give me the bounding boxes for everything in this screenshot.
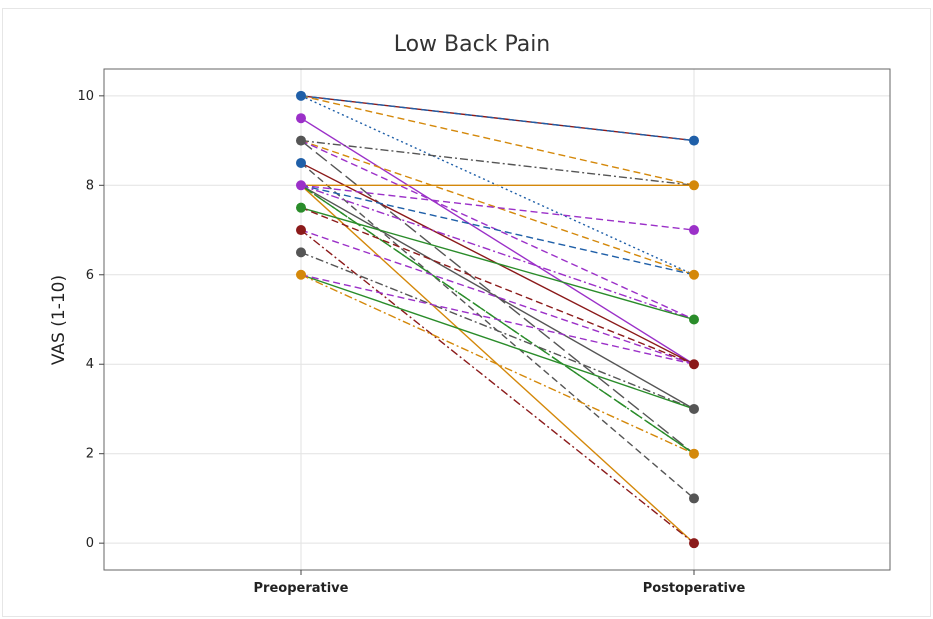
data-point [296,135,306,146]
series-line [300,274,695,455]
series-line [300,184,695,410]
series-line [300,184,695,276]
y-axis-label: VAS (1-10) [49,275,69,365]
series-line [300,207,695,365]
data-point [296,157,306,168]
data-point [689,359,699,370]
data-point [689,448,699,459]
data-point [689,493,699,504]
y-tick-label: 8 [86,178,94,193]
series-line [300,184,695,321]
data-point [689,269,699,280]
data-point [689,403,699,414]
data-points [296,90,699,549]
data-point [689,180,699,191]
y-tick-label: 4 [86,357,94,372]
series-line [300,251,695,410]
series-line [300,274,695,410]
y-tick-label: 2 [86,447,94,462]
series-line [300,274,695,365]
data-point [689,538,699,549]
series-line [300,229,695,544]
series-line [300,229,695,365]
data-point [296,247,306,258]
x-axis-categories: Preoperative Postoperative [254,570,746,596]
data-point [296,113,306,124]
series-line [300,95,695,142]
data-point [689,314,699,325]
y-tick-label: 6 [86,268,94,283]
x-category-label: Preoperative [254,581,349,596]
y-tick-label: 0 [86,536,94,551]
x-category-label: Postoperative [643,581,746,596]
chart-title: Low Back Pain [394,32,551,57]
y-axis-ticks: 0 2 4 6 8 10 [77,89,104,551]
series-line [300,184,695,455]
series-line [300,139,695,276]
data-point [689,225,699,236]
series-lines [300,95,695,544]
data-point [689,135,699,146]
plot-area [103,68,891,571]
y-tick-label: 10 [77,89,94,104]
series-line [300,206,695,321]
series-line [300,117,695,365]
data-point [296,269,306,280]
data-point [296,202,306,213]
data-point [296,90,306,101]
data-point [296,180,306,191]
series-line [300,139,695,186]
series-line [300,95,695,186]
data-point [296,225,306,236]
series-line [300,184,695,231]
